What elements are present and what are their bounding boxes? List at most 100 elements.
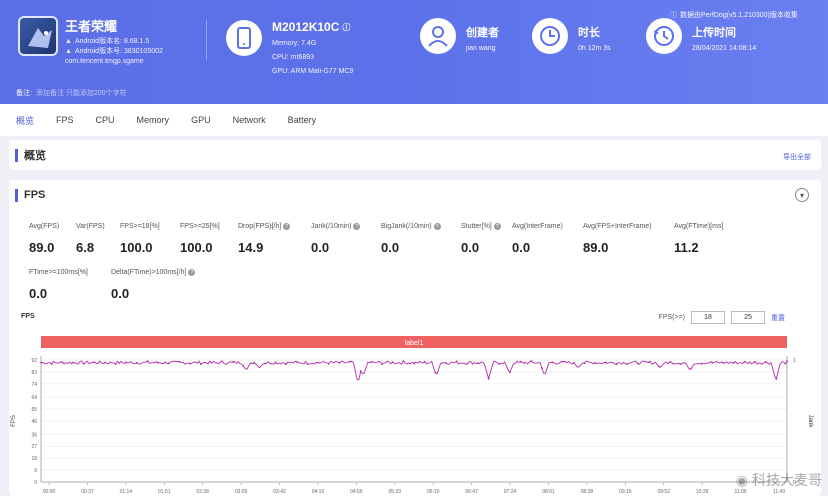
tab-cpu[interactable]: CPU — [95, 115, 115, 125]
metric-label: FPS>=25[%] — [180, 223, 220, 230]
fps-point — [263, 362, 266, 365]
data-source-link[interactable]: ⓘ 数据由PerfDog(v5.1.210300)版本收集 — [670, 12, 798, 19]
metric-label: Avg(FTime)[ms] — [674, 223, 724, 230]
app-package: com.tencent.tmgp.sgame — [65, 58, 144, 65]
fps-point — [253, 361, 256, 364]
fps-threshold-1[interactable] — [691, 311, 725, 324]
fps-point — [690, 367, 692, 370]
reset-button[interactable]: 重置 — [771, 314, 785, 322]
chevron-down-icon: ▾ — [799, 190, 804, 200]
fps-point — [722, 361, 724, 364]
metric-label: Avg(FPS) — [29, 223, 60, 230]
metric-label: FTime>=100ms[%] — [29, 269, 88, 276]
help-icon[interactable]: ? — [283, 223, 291, 230]
report-header: 王者荣耀 ▲ Android版本名: 8.68.1.5 ▲ Android版本号: … — [0, 0, 828, 104]
help-icon[interactable]: ? — [353, 223, 361, 230]
fps-point — [583, 362, 586, 364]
x-tick-label: 07:24 — [504, 489, 517, 495]
x-tick-label: 09:15 — [619, 489, 632, 495]
metric-row1-1: Var(FPS) 6.8 — [76, 223, 105, 255]
fps-point — [50, 363, 53, 365]
history-icon — [646, 18, 682, 54]
device-cpu: CPU: mt6893 — [272, 54, 315, 61]
fps-point — [221, 360, 224, 363]
y-tick-label: 64 — [31, 395, 37, 401]
section-accent — [15, 148, 18, 162]
fps-chart[interactable]: label1 0 9 18 27 36 46 55 64 74 83 92 0 1 FPS Jank 00:00… — [9, 330, 821, 496]
tab-network[interactable]: Network — [232, 115, 266, 125]
clock-icon — [532, 18, 568, 54]
fps-filter: FPS(>=) 重置 — [659, 311, 785, 324]
metric-row1-8: Avg(InterFrame) 0.0 — [512, 223, 563, 255]
y-tick-label: 18 — [31, 456, 37, 462]
fps-point — [636, 362, 639, 365]
metric-label: Stutter[%]? — [461, 223, 501, 230]
y-tick-label: 92 — [31, 358, 37, 364]
upload-value: 28/04/2021 14:08:14 — [692, 45, 757, 52]
fps-title: FPS — [24, 189, 46, 201]
fps-point — [498, 363, 501, 365]
metric-label: Var(FPS) — [76, 223, 105, 230]
fps-point — [295, 361, 298, 363]
device-memory: Memory: 7.4G — [272, 40, 317, 47]
device-model: M2012K10C ⓘ — [272, 20, 351, 34]
x-tick-label: 08:01 — [542, 489, 555, 495]
collapse-button[interactable]: ▾ — [795, 188, 809, 202]
x-tick-label: 04:56 — [350, 489, 363, 495]
fps-point — [146, 360, 149, 363]
duration-value: 0h 12m 3s — [578, 45, 611, 52]
fps-point — [466, 362, 469, 365]
tab-bar: 概览 FPS CPU Memory GPU Network Battery — [0, 104, 828, 136]
fps-point — [604, 361, 607, 364]
help-icon[interactable]: ? — [433, 223, 441, 230]
fps-point — [786, 360, 788, 363]
android-icon: ▲ — [65, 37, 72, 45]
fps-point — [647, 361, 650, 364]
help-icon[interactable]: ? — [188, 269, 196, 276]
fps-threshold-2[interactable] — [731, 311, 765, 324]
tab-overview[interactable]: 概览 — [16, 115, 35, 126]
android-version-code: ▲ Android版本号: 3830105002 — [65, 47, 163, 56]
metric-label: Avg(FPS+InterFrame) — [583, 223, 652, 230]
fps-filter-label: FPS(>=) — [658, 314, 685, 321]
fps-point — [487, 377, 490, 380]
remark[interactable]: 备注: 添加备注 只能添加200个字符 — [16, 90, 127, 97]
x-tick-label: 03:05 — [235, 489, 248, 495]
fps-point — [40, 361, 42, 364]
export-all-button[interactable]: 导出全部 — [783, 154, 811, 161]
info-icon[interactable]: ⓘ — [342, 22, 351, 32]
metric-value: 89.0 — [29, 240, 55, 255]
duration-title: 时长 — [578, 27, 600, 39]
metric-value: 14.9 — [238, 240, 264, 255]
fps-point — [391, 361, 394, 363]
fps-point — [136, 361, 138, 364]
y2-tick-label: 0 — [793, 480, 796, 486]
tab-fps[interactable]: FPS — [56, 115, 74, 125]
section-accent — [15, 188, 18, 202]
android-version-name: ▲ Android版本名: 8.68.1.5 — [65, 37, 150, 46]
metric-row1-2: FPS>=18[%] 100.0 — [120, 223, 160, 255]
tab-memory[interactable]: Memory — [136, 115, 170, 125]
tab-gpu[interactable]: GPU — [191, 115, 211, 125]
fps-point — [743, 360, 746, 363]
fps-point — [668, 361, 671, 363]
y-tick-label: 9 — [34, 468, 37, 474]
fps-point — [700, 363, 703, 365]
tab-battery[interactable]: Battery — [287, 115, 317, 125]
fps-point — [72, 361, 74, 364]
fps-card: FPS ▾ Avg(FPS) 89.0 Var(FPS) 6.8 FPS>=18[%] 1… — [9, 180, 821, 496]
x-tick-label: 00:00 — [43, 489, 56, 495]
y-tick-label: 74 — [31, 382, 37, 388]
creator-title: 创建者 — [466, 27, 499, 39]
help-icon[interactable]: ? — [493, 223, 501, 230]
y-axis-label: FPS — [11, 415, 17, 427]
watermark: ◉ 科技大麦哥 — [735, 471, 822, 489]
metric-row1-0: Avg(FPS) 89.0 — [29, 223, 59, 255]
fps-point — [711, 361, 714, 364]
app-name: 王者荣耀 — [65, 19, 118, 34]
metric-value: 6.8 — [76, 240, 95, 255]
metric-value: 0.0 — [512, 240, 531, 255]
fps-point — [541, 367, 543, 369]
fps-point — [178, 361, 181, 363]
fps-point — [615, 363, 618, 366]
